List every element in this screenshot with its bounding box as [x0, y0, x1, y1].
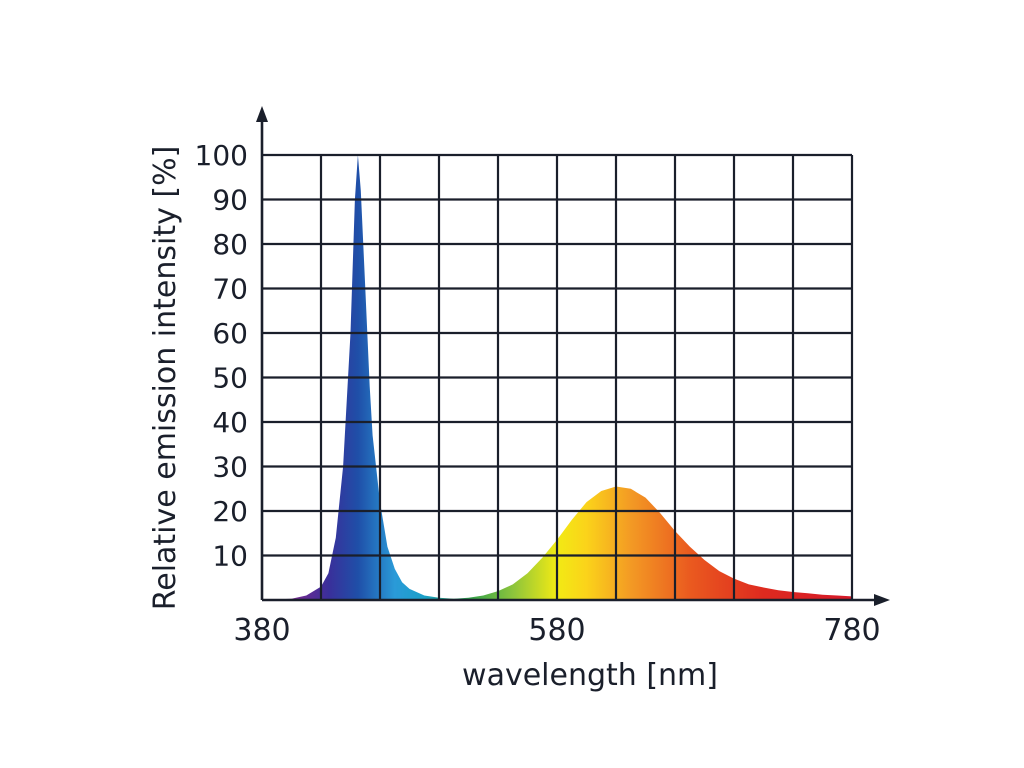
y-tick-label: 80	[212, 228, 248, 261]
y-axis-label: Relative emission intensity [%]	[148, 146, 183, 611]
y-tick-label: 70	[212, 273, 248, 306]
y-tick-label: 60	[212, 317, 248, 350]
y-tick-label: 20	[212, 495, 248, 528]
y-tick-label: 90	[212, 184, 248, 217]
y-tick-label: 40	[212, 406, 248, 439]
y-tick-label: 10	[212, 540, 248, 573]
grid-lines	[262, 153, 854, 600]
x-tick-label: 380	[233, 613, 290, 648]
y-tick-label: 30	[212, 451, 248, 484]
x-axis-arrow	[874, 594, 890, 606]
y-tick-label: 50	[212, 362, 248, 395]
x-tick-label: 780	[823, 613, 880, 648]
axes	[256, 106, 890, 606]
x-tick-label: 580	[528, 613, 585, 648]
y-tick-labels: 10 20 30 40 50 60 70 80 90 100	[195, 139, 248, 573]
y-tick-label: 100	[195, 139, 248, 172]
x-axis-label: wavelength [nm]	[462, 658, 718, 693]
y-axis-arrow	[256, 106, 268, 122]
x-tick-labels: 380 580 780	[233, 613, 880, 648]
